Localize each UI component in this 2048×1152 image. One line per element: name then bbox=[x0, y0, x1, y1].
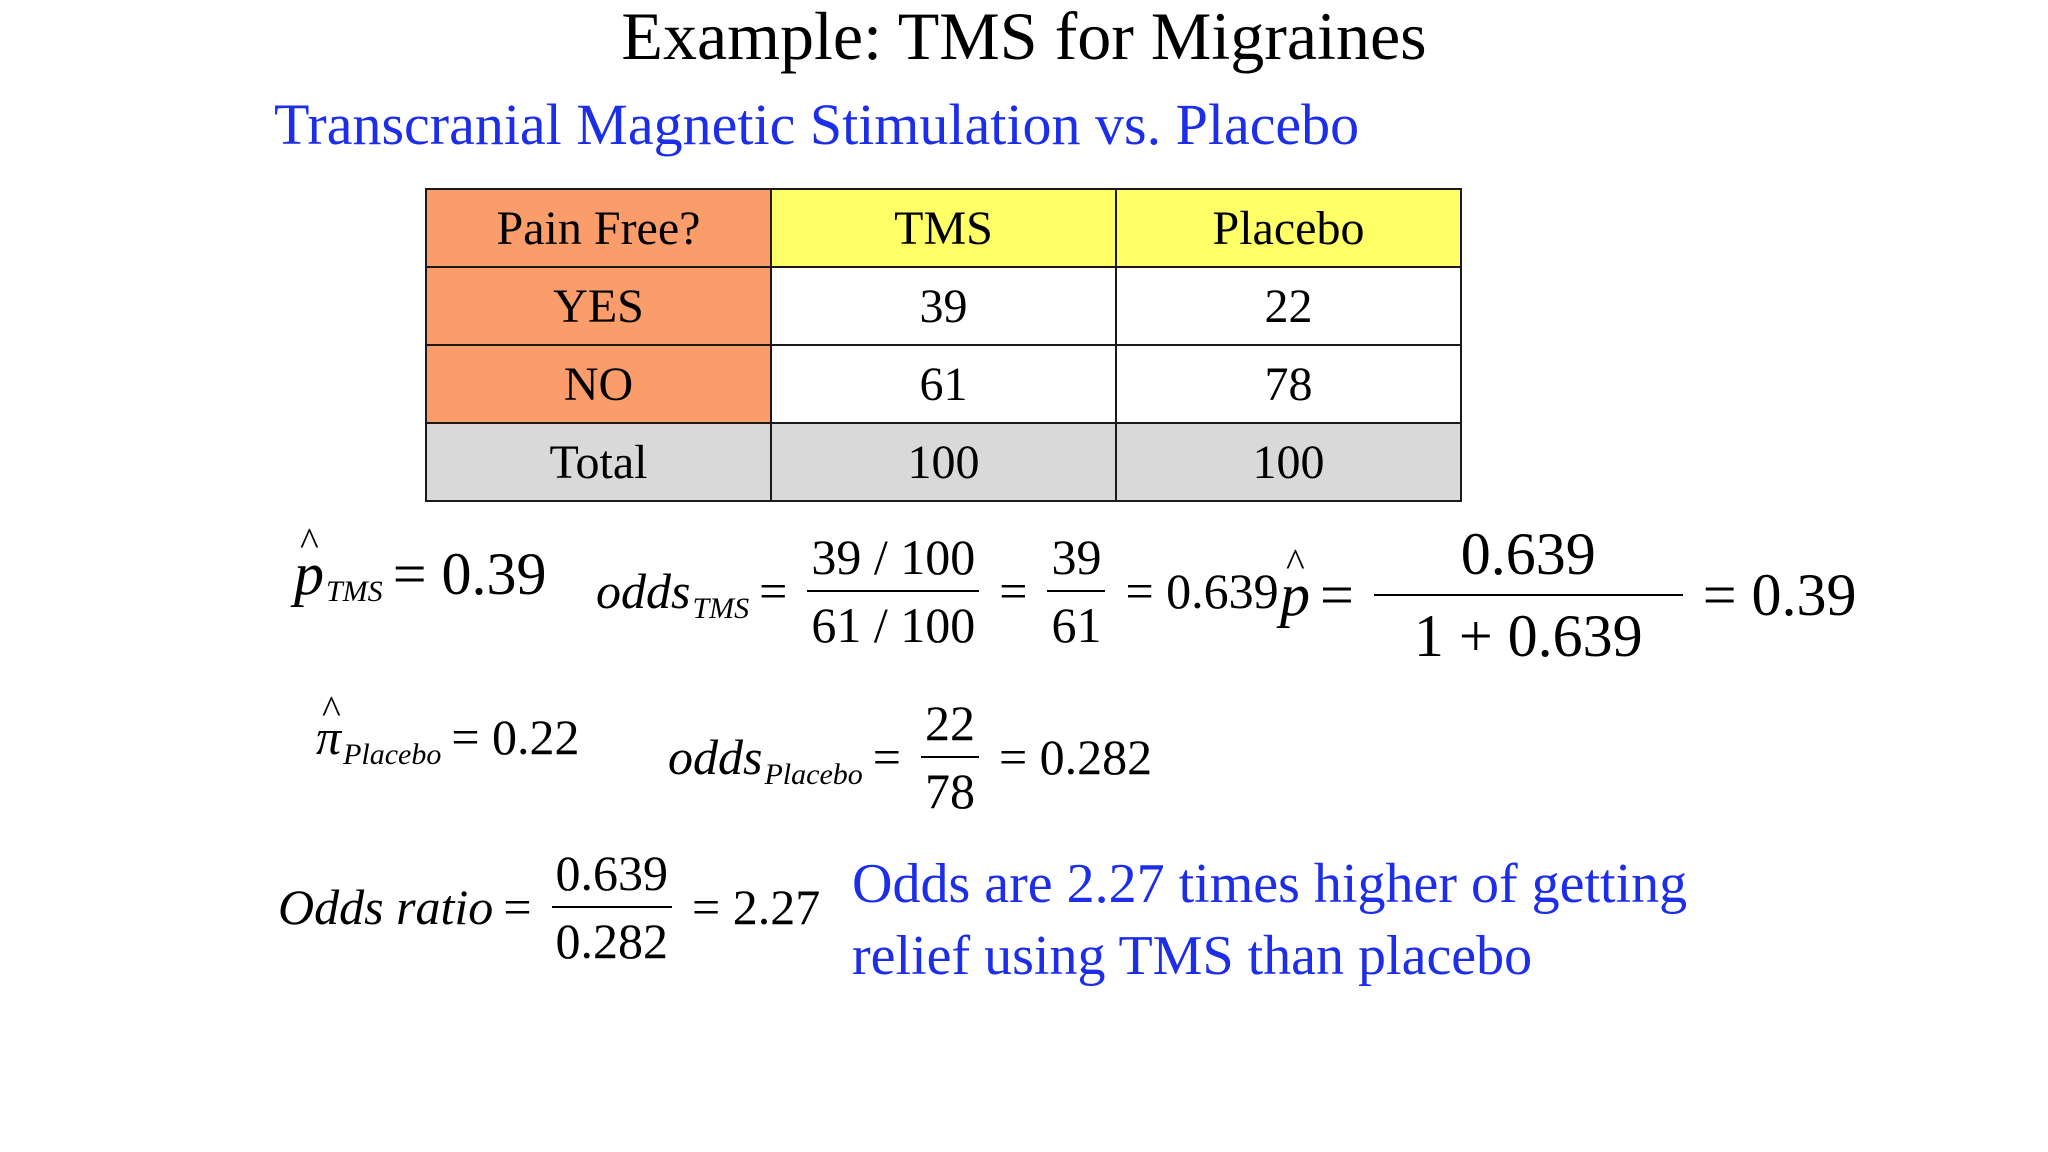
odds-tms-result: = 0.639 bbox=[1125, 563, 1279, 619]
table-header-cell: Pain Free? bbox=[425, 188, 772, 268]
fraction-numerator: 0.639 bbox=[555, 845, 669, 901]
odds-tms-formula: odds TMS = 39 / 100 61 / 100 = 39 61 = 0… bbox=[596, 529, 1279, 653]
odds-tms-fraction-1: 39 / 100 61 / 100 bbox=[807, 529, 980, 650]
fraction-denominator: 61 / 100 bbox=[807, 590, 980, 650]
fraction-denominator: 1 + 0.639 bbox=[1373, 594, 1683, 666]
table-row-label: Total bbox=[425, 422, 772, 502]
table-total-row: Total 100 100 bbox=[425, 422, 1462, 502]
odds-ratio-formula: Odds ratio = 0.639 0.282 = 2.27 bbox=[278, 845, 821, 969]
p-hat-symbol: p bbox=[1280, 543, 1310, 625]
p-hat-value: = 0.39 bbox=[392, 541, 547, 607]
fraction-numerator: 0.639 bbox=[1460, 521, 1596, 587]
pi-hat-symbol: π bbox=[316, 690, 341, 762]
conclusion-line-1: Odds are 2.27 times higher of getting bbox=[852, 853, 1688, 915]
table-cell: 61 bbox=[770, 344, 1117, 424]
slide-subtitle: Transcranial Magnetic Stimulation vs. Pl… bbox=[274, 92, 1360, 157]
table-row-label: NO bbox=[425, 344, 772, 424]
table-cell: 100 bbox=[1115, 422, 1462, 502]
p-hat-symbol: p bbox=[294, 522, 324, 604]
table-row: NO 61 78 bbox=[425, 344, 1462, 424]
table-cell: 100 bbox=[770, 422, 1117, 502]
pi-hat-subscript: Placebo bbox=[343, 738, 442, 771]
odds-placebo-result: = 0.282 bbox=[998, 729, 1153, 785]
table-row: YES 39 22 bbox=[425, 266, 1462, 346]
odds-label: odds bbox=[596, 563, 691, 619]
odds-ratio-label: Odds ratio bbox=[278, 879, 494, 935]
table-header-cell: Placebo bbox=[1115, 188, 1462, 268]
p-hat-from-odds-formula: p = 0.639 1 + 0.639 = 0.39 bbox=[1280, 524, 1867, 666]
table-row-label: YES bbox=[425, 266, 772, 346]
table-cell: 78 bbox=[1115, 344, 1462, 424]
p-hat-result: = 0.39 bbox=[1702, 562, 1857, 628]
fraction-denominator: 78 bbox=[920, 756, 979, 816]
odds-placebo-fraction: 22 78 bbox=[920, 695, 979, 816]
fraction-numerator: 39 / 100 bbox=[811, 529, 976, 585]
pi-hat-value: = 0.22 bbox=[451, 709, 580, 765]
p-hat-tms-formula: p TMS = 0.39 bbox=[294, 522, 557, 608]
table-header-cell: TMS bbox=[770, 188, 1117, 268]
fraction-denominator: 61 bbox=[1047, 590, 1106, 650]
odds-placebo-formula: odds Placebo = 22 78 = 0.282 bbox=[668, 695, 1153, 819]
p-hat-fraction: 0.639 1 + 0.639 bbox=[1373, 521, 1683, 666]
table-header-row: Pain Free? TMS Placebo bbox=[425, 188, 1462, 268]
conclusion-text: Odds are 2.27 times higher of getting re… bbox=[852, 848, 1687, 992]
fraction-denominator: 0.282 bbox=[551, 906, 673, 966]
odds-label: odds bbox=[668, 729, 763, 785]
odds-tms-fraction-2: 39 61 bbox=[1047, 529, 1106, 650]
table-cell: 39 bbox=[770, 266, 1117, 346]
fraction-numerator: 22 bbox=[924, 695, 975, 751]
pi-hat-placebo-formula: π Placebo = 0.22 bbox=[316, 690, 590, 770]
odds-subscript: TMS bbox=[692, 592, 750, 625]
p-hat-subscript: TMS bbox=[326, 575, 383, 608]
slide-title: Example: TMS for Migraines bbox=[621, 0, 1427, 74]
odds-subscript: Placebo bbox=[764, 758, 863, 791]
odds-ratio-fraction: 0.639 0.282 bbox=[551, 845, 673, 966]
conclusion-line-2: relief using TMS than placebo bbox=[852, 925, 1533, 987]
contingency-table: Pain Free? TMS Placebo YES 39 22 NO 61 7… bbox=[425, 188, 1462, 502]
fraction-numerator: 39 bbox=[1051, 529, 1102, 585]
table-cell: 22 bbox=[1115, 266, 1462, 346]
odds-ratio-result: = 2.27 bbox=[692, 879, 821, 935]
